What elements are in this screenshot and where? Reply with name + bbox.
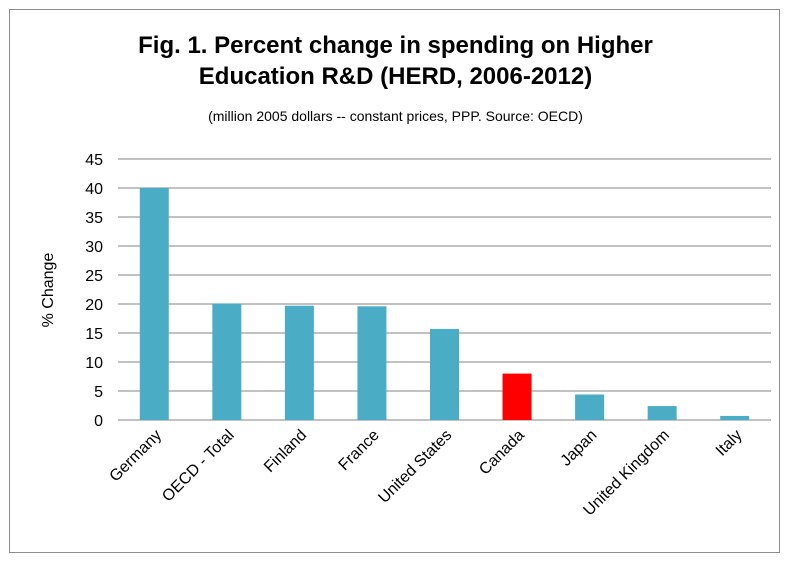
bar-oecd-total: [212, 303, 242, 420]
y-tick-label: 25: [85, 268, 103, 285]
x-tick-label: Italy: [713, 427, 746, 460]
y-axis-label: % Change: [40, 253, 57, 328]
chart-title-line-1: Fig. 1. Percent change in spending on Hi…: [138, 32, 653, 59]
chart-title-line-2: Education R&D (HERD, 2006-2012): [198, 63, 593, 90]
bar-france: [357, 306, 387, 420]
x-tick-label: United States: [375, 427, 455, 507]
chart-frame: [9, 9, 780, 553]
y-tick-label: 45: [85, 152, 103, 169]
bars: [139, 188, 750, 420]
bar-united-states: [430, 328, 459, 420]
y-tick-label: 5: [94, 384, 103, 401]
y-tick-label: 15: [85, 326, 103, 343]
y-tick-labels: 0 5 10 15 20 25 30 35 40 45: [85, 152, 103, 430]
chart-title: Fig. 1. Percent change in spending on Hi…: [0, 30, 791, 92]
x-tick-label: Canada: [476, 427, 528, 479]
x-tick-label: France: [336, 427, 383, 474]
chart-subtitle: (million 2005 dollars -- constant prices…: [208, 108, 583, 124]
bar-japan: [575, 394, 605, 420]
bar-united-kingdom: [647, 406, 677, 420]
y-tick-label: 0: [94, 413, 103, 430]
x-tick-label: Japan: [558, 427, 601, 470]
x-tick-label: Finland: [261, 427, 310, 476]
bar-germany: [139, 188, 169, 420]
bar-canada: [502, 373, 532, 420]
x-tick-label: OECD - Total: [159, 427, 237, 505]
y-tick-label: 20: [85, 297, 103, 314]
y-tick-label: 35: [85, 210, 103, 227]
y-tick-label: 40: [85, 181, 103, 198]
x-tick-label: Germany: [107, 427, 166, 486]
bar-italy: [720, 415, 750, 420]
y-tick-label: 10: [85, 355, 103, 372]
bar-finland: [284, 305, 314, 420]
y-tick-label: 30: [85, 239, 103, 256]
